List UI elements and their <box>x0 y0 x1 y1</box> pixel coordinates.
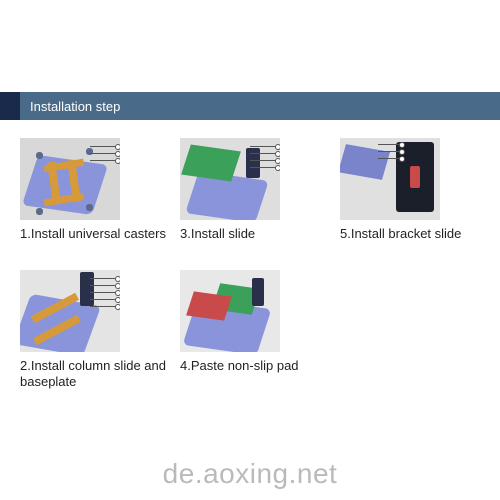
step4-pad-red <box>186 291 232 320</box>
step2-callouts <box>90 278 118 307</box>
step4-column <box>252 278 264 306</box>
step-2: 2.Install column slide and baseplate <box>20 270 170 391</box>
step3-slide-top <box>181 144 241 181</box>
header-title: Installation step <box>30 99 120 114</box>
step-5: 5.Install bracket slide <box>340 138 490 242</box>
step-1: 1.Install universal casters <box>20 138 170 242</box>
step1-callouts <box>90 146 118 161</box>
step1-caster-4 <box>86 204 93 211</box>
step-2-thumb <box>20 270 120 352</box>
step-1-caption: 1.Install universal casters <box>20 226 170 242</box>
step-5-caption: 5.Install bracket slide <box>340 226 490 242</box>
step3-callouts <box>250 146 278 168</box>
step-3-caption: 3.Install slide <box>180 226 330 242</box>
step-3: 3.Install slide <box>180 138 330 242</box>
step-4: 4.Paste non-slip pad <box>180 270 330 374</box>
step-4-caption: 4.Paste non-slip pad <box>180 358 330 374</box>
step5-callouts <box>378 144 402 159</box>
watermark: de.aoxing.net <box>0 458 500 490</box>
header-accent <box>0 92 20 120</box>
step1-caster-3 <box>36 208 43 215</box>
step1-caster-1 <box>36 152 43 159</box>
header-main: Installation step <box>20 92 500 120</box>
section-header: Installation step <box>0 92 500 120</box>
step-2-caption: 2.Install column slide and baseplate <box>20 358 170 391</box>
step-1-thumb <box>20 138 120 220</box>
step5-accent <box>410 166 420 188</box>
step-5-thumb <box>340 138 440 220</box>
step-3-thumb <box>180 138 280 220</box>
step-4-thumb <box>180 270 280 352</box>
